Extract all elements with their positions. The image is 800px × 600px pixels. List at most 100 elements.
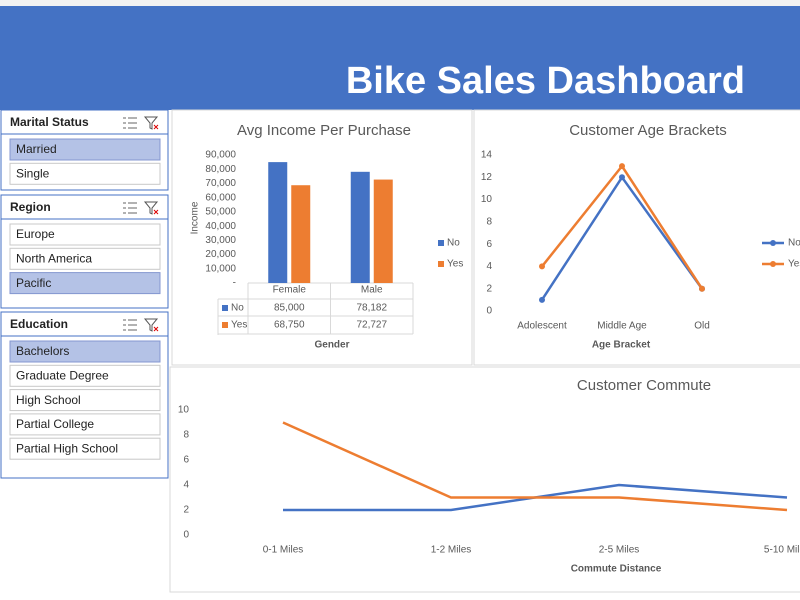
dashboard-title: Bike Sales Dashboard (346, 60, 745, 102)
category-label: Old (694, 321, 710, 332)
y-tick-label: 6 (486, 239, 492, 250)
bar (268, 162, 288, 283)
point (539, 263, 545, 270)
point (619, 163, 625, 170)
chart-title: Avg Income Per Purchase (237, 122, 411, 139)
category-label: 2-5 Miles (599, 545, 640, 556)
point (619, 174, 625, 181)
x-axis-title: Age Bracket (592, 340, 651, 351)
multi-select-icon[interactable] (123, 319, 137, 331)
y-tick-label: 20,000 (205, 249, 236, 260)
slicer-item-label[interactable]: Single (16, 166, 50, 180)
table-value: 78,182 (356, 303, 387, 314)
legend-marker (770, 261, 776, 267)
y-tick-label: 90,000 (205, 150, 236, 161)
bar (350, 171, 370, 283)
slicer-title: Region (10, 200, 51, 214)
table-series-name: Yes (231, 320, 247, 331)
clear-filter-icon[interactable] (143, 318, 159, 332)
point (539, 296, 545, 303)
legend-label: No (788, 238, 800, 249)
slicer-item-label[interactable]: Graduate Degree (16, 368, 109, 382)
y-tick-label: - (233, 278, 236, 289)
category-label: Adolescent (517, 321, 567, 332)
category-label: 1-2 Miles (431, 545, 472, 556)
table-value: 85,000 (274, 303, 305, 314)
line-series (282, 421, 788, 512)
legend-key (438, 240, 444, 246)
clear-filter-icon[interactable] (143, 116, 159, 130)
slicer-item[interactable] (9, 364, 161, 387)
table-legend-key (222, 322, 228, 328)
y-tick-label: 8 (486, 216, 492, 227)
y-tick-label: 2 (486, 283, 492, 294)
y-tick-label: 8 (183, 430, 189, 441)
y-tick-label: 4 (183, 480, 189, 491)
data-table-grid (217, 283, 414, 335)
y-tick-label: 50,000 (205, 207, 236, 218)
table-value: 68,750 (274, 320, 305, 331)
table-legend-key (222, 305, 228, 311)
y-tick-label: 40,000 (205, 221, 236, 232)
slicer-item-label[interactable]: Europe (16, 227, 55, 241)
y-tick-label: 6 (183, 455, 189, 466)
y-tick-label: 14 (481, 150, 493, 161)
clear-filter-x[interactable] (153, 209, 159, 215)
slicer-item-selected[interactable] (9, 340, 161, 363)
y-tick-label: 12 (481, 172, 493, 183)
slicer-title: Marital Status (10, 115, 89, 129)
sheet-strip (0, 0, 800, 6)
clear-filter-x[interactable] (153, 124, 159, 130)
y-tick-label: 4 (486, 261, 492, 272)
category-label: 0-1 Miles (263, 545, 304, 556)
y-tick-label: 0 (486, 306, 492, 317)
slicer-item[interactable] (9, 162, 161, 185)
multi-select-icon[interactable] (123, 117, 137, 129)
y-tick-label: 10 (481, 194, 493, 205)
slicer-item[interactable] (9, 389, 161, 412)
bar (373, 179, 393, 283)
legend-label: Yes (788, 259, 800, 270)
point (699, 285, 705, 292)
multi-select-icon[interactable] (123, 202, 137, 214)
bar (291, 185, 311, 283)
y-tick-label: 80,000 (205, 164, 236, 175)
x-axis-title: Gender (314, 340, 349, 351)
chart-title: Customer Age Brackets (569, 122, 727, 139)
chart-panel (169, 366, 800, 593)
category-label: Middle Age (597, 321, 647, 332)
y-tick-label: 10 (178, 405, 190, 416)
table-series-name: No (231, 303, 244, 314)
legend-key (438, 261, 444, 267)
slicer-item-label[interactable]: Married (16, 142, 57, 156)
slicer-item-selected[interactable] (9, 138, 161, 161)
slicer-item[interactable] (9, 247, 161, 270)
x-axis-title: Commute Distance (571, 564, 662, 575)
slicer-item[interactable] (9, 437, 161, 460)
slicer-item-label[interactable]: North America (16, 251, 92, 265)
legend-marker (770, 240, 776, 246)
y-tick-label: 10,000 (205, 263, 236, 274)
slicer-item[interactable] (9, 413, 161, 436)
y-tick-label: 70,000 (205, 178, 236, 189)
y-tick-label: 2 (183, 505, 189, 516)
chart-title: Customer Commute (577, 377, 711, 394)
y-tick-label: 0 (183, 530, 189, 541)
slicer-item-selected[interactable] (9, 272, 161, 295)
slicer-item[interactable] (9, 223, 161, 246)
chart-panel (473, 109, 800, 366)
slicer-item-label[interactable]: Partial College (16, 417, 94, 431)
y-axis-title: Income (190, 201, 201, 234)
clear-filter-x[interactable] (153, 326, 159, 332)
y-tick-label: 30,000 (205, 235, 236, 246)
category-label: Male (361, 285, 383, 296)
slicer-item-label[interactable]: Pacific (16, 276, 51, 290)
slicer-item-label[interactable]: Bachelors (16, 344, 69, 358)
slicer-item-label[interactable]: High School (16, 393, 81, 407)
clear-filter-icon[interactable] (143, 201, 159, 215)
header-band (0, 6, 800, 110)
slicer-item-label[interactable]: Partial High School (16, 441, 118, 455)
slicer-title: Education (10, 317, 68, 331)
